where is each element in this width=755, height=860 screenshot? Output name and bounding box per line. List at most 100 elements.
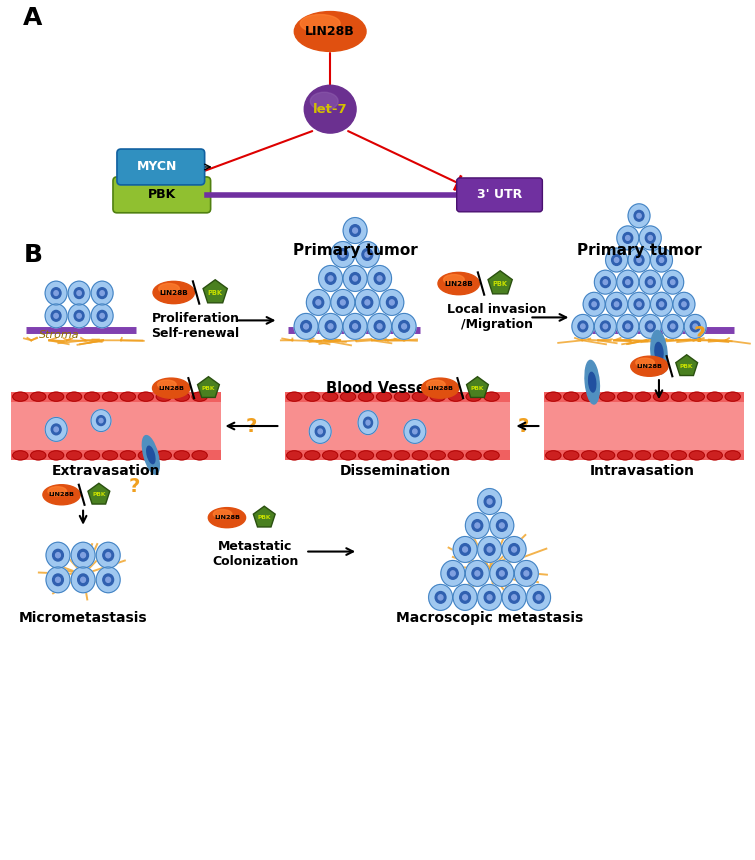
Ellipse shape xyxy=(448,451,464,460)
Ellipse shape xyxy=(374,273,385,285)
Text: Primary tumor: Primary tumor xyxy=(577,243,701,258)
Ellipse shape xyxy=(99,419,103,423)
Ellipse shape xyxy=(634,299,644,310)
Ellipse shape xyxy=(74,288,84,298)
Ellipse shape xyxy=(617,270,639,294)
Ellipse shape xyxy=(427,380,445,389)
Bar xyxy=(285,402,510,450)
Ellipse shape xyxy=(56,577,60,582)
Ellipse shape xyxy=(599,451,615,460)
Ellipse shape xyxy=(623,232,633,243)
Text: LIN28B: LIN28B xyxy=(159,290,188,296)
Text: ?: ? xyxy=(694,326,706,347)
Text: LIN28B: LIN28B xyxy=(427,385,453,390)
Polygon shape xyxy=(198,377,220,397)
Ellipse shape xyxy=(693,324,698,329)
Ellipse shape xyxy=(448,568,458,580)
Text: LIN28B: LIN28B xyxy=(214,515,240,520)
Ellipse shape xyxy=(603,280,608,285)
Ellipse shape xyxy=(533,592,544,603)
Bar xyxy=(11,392,220,460)
Ellipse shape xyxy=(679,299,689,310)
Ellipse shape xyxy=(287,451,302,460)
Ellipse shape xyxy=(66,451,82,460)
Ellipse shape xyxy=(478,488,501,514)
Ellipse shape xyxy=(294,313,318,340)
Ellipse shape xyxy=(497,519,507,531)
Ellipse shape xyxy=(390,300,394,305)
Ellipse shape xyxy=(670,280,675,285)
Ellipse shape xyxy=(421,378,459,398)
Ellipse shape xyxy=(337,297,348,308)
Ellipse shape xyxy=(673,292,695,316)
Ellipse shape xyxy=(356,290,379,316)
Ellipse shape xyxy=(53,550,63,561)
Text: PBK: PBK xyxy=(257,515,271,520)
Ellipse shape xyxy=(546,392,561,402)
FancyBboxPatch shape xyxy=(113,177,211,212)
Ellipse shape xyxy=(429,585,452,611)
Ellipse shape xyxy=(651,248,673,272)
Ellipse shape xyxy=(490,513,514,538)
Ellipse shape xyxy=(91,409,111,432)
Text: LIN28B: LIN28B xyxy=(636,364,662,369)
Ellipse shape xyxy=(466,392,481,402)
FancyBboxPatch shape xyxy=(117,149,205,185)
Text: Local invasion
/Migration: Local invasion /Migration xyxy=(447,304,547,331)
Ellipse shape xyxy=(628,248,650,272)
Ellipse shape xyxy=(331,290,355,316)
Ellipse shape xyxy=(359,392,374,402)
Ellipse shape xyxy=(404,420,426,444)
Ellipse shape xyxy=(487,595,492,600)
Ellipse shape xyxy=(628,204,650,228)
Ellipse shape xyxy=(399,321,409,332)
Ellipse shape xyxy=(103,392,118,402)
Ellipse shape xyxy=(350,321,360,332)
Ellipse shape xyxy=(66,392,82,402)
Ellipse shape xyxy=(331,242,355,267)
Bar xyxy=(285,392,510,460)
Ellipse shape xyxy=(91,281,113,305)
Ellipse shape xyxy=(615,258,619,262)
Ellipse shape xyxy=(500,523,504,528)
Ellipse shape xyxy=(392,313,416,340)
Ellipse shape xyxy=(307,290,330,316)
Text: ?: ? xyxy=(129,476,140,495)
Ellipse shape xyxy=(671,392,686,402)
Ellipse shape xyxy=(639,270,661,294)
Ellipse shape xyxy=(430,451,445,460)
Ellipse shape xyxy=(287,392,302,402)
Ellipse shape xyxy=(623,321,633,332)
Ellipse shape xyxy=(91,304,113,328)
Ellipse shape xyxy=(646,321,655,332)
Ellipse shape xyxy=(612,255,621,266)
Ellipse shape xyxy=(484,451,499,460)
Ellipse shape xyxy=(46,543,70,568)
Ellipse shape xyxy=(319,313,343,340)
Ellipse shape xyxy=(13,392,28,402)
Text: LIN28B: LIN28B xyxy=(445,280,473,286)
Ellipse shape xyxy=(159,284,180,293)
Ellipse shape xyxy=(319,266,343,292)
Ellipse shape xyxy=(143,435,159,474)
Ellipse shape xyxy=(56,553,60,558)
Text: B: B xyxy=(23,243,42,267)
Text: Intravasation: Intravasation xyxy=(590,464,695,478)
Text: MYCN: MYCN xyxy=(137,161,177,174)
Text: PBK: PBK xyxy=(680,364,693,369)
Ellipse shape xyxy=(502,537,526,562)
Ellipse shape xyxy=(655,342,663,362)
Polygon shape xyxy=(467,377,488,397)
Polygon shape xyxy=(676,355,698,376)
Text: PBK: PBK xyxy=(493,280,507,286)
Ellipse shape xyxy=(68,304,90,328)
Ellipse shape xyxy=(378,324,382,329)
Ellipse shape xyxy=(509,592,519,603)
Ellipse shape xyxy=(304,85,356,133)
Ellipse shape xyxy=(78,550,88,561)
FancyBboxPatch shape xyxy=(457,178,542,212)
Ellipse shape xyxy=(74,310,84,321)
Ellipse shape xyxy=(377,392,392,402)
Ellipse shape xyxy=(636,392,651,402)
Ellipse shape xyxy=(662,270,684,294)
